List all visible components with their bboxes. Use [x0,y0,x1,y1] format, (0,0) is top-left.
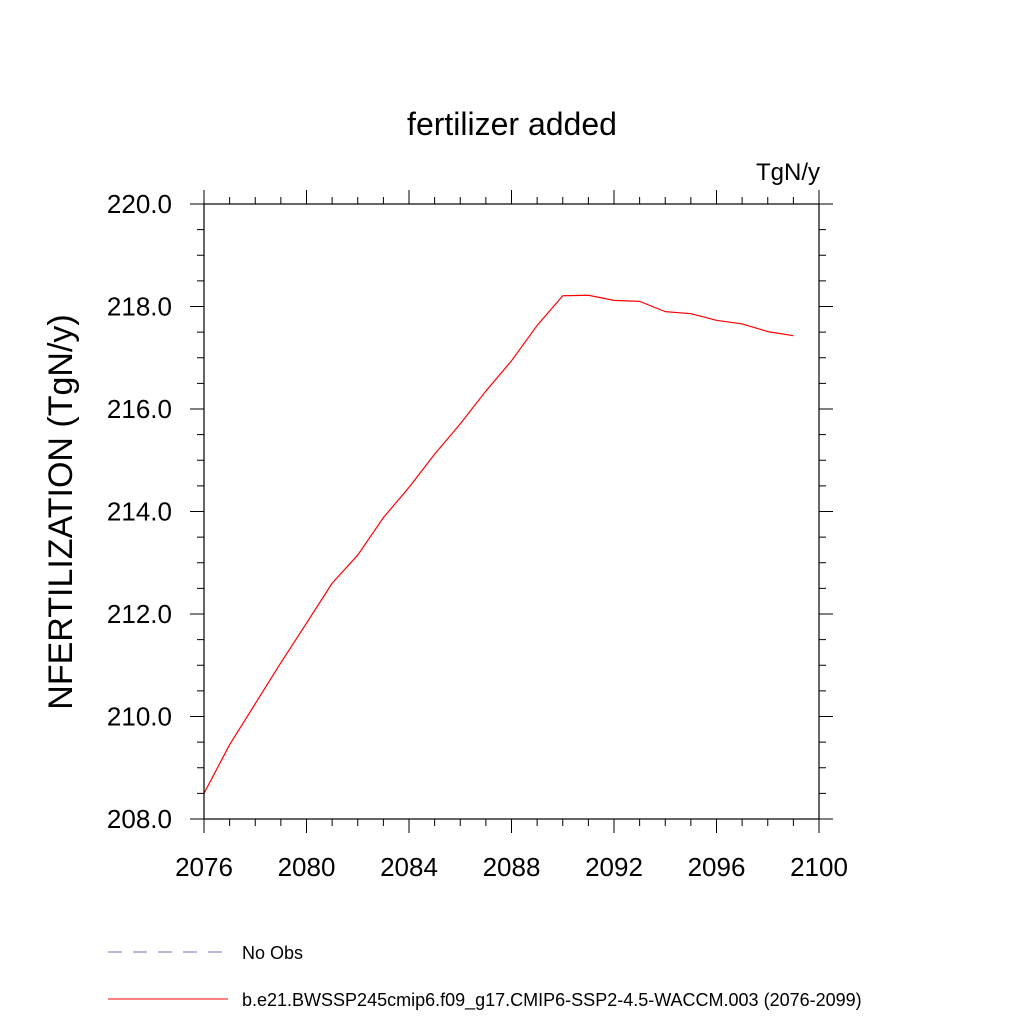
series-layer [203,294,794,794]
legend: No Obs b.e21.BWSSP245cmip6.f09_g17.CMIP6-… [108,943,862,1011]
y-tick-label: 218.0 [107,292,172,322]
x-tick-label: 2100 [790,852,848,882]
y-tick-label: 212.0 [107,599,172,629]
y-tick-label: 208.0 [107,804,172,834]
y-tick-label: 210.0 [107,702,172,732]
y-tick-label: 214.0 [107,497,172,527]
series-line [203,294,794,794]
tick-labels: 2076 2080 2084 2088 2092 2096 2100 208.0 210.0 21… [107,189,848,882]
x-tick-label: 2092 [585,852,643,882]
plot-frame [203,203,820,820]
legend-label: b.e21.BWSSP245cmip6.f09_g17.CMIP6-SSP2-4… [242,990,862,1011]
y-tick-label: 220.0 [107,189,172,219]
x-tick-label: 2080 [278,852,336,882]
y-axis-label: NFERTILIZATION (TgN/y) [42,314,80,709]
legend-label: No Obs [242,943,303,963]
axis-ticks [190,190,833,833]
x-tick-label: 2096 [688,852,746,882]
y-tick-label: 216.0 [107,394,172,424]
x-tick-label: 2084 [380,852,438,882]
x-tick-label: 2088 [483,852,541,882]
units-label: TgN/y [756,159,820,186]
x-tick-label: 2076 [175,852,233,882]
chart-title: fertilizer added [407,106,617,142]
